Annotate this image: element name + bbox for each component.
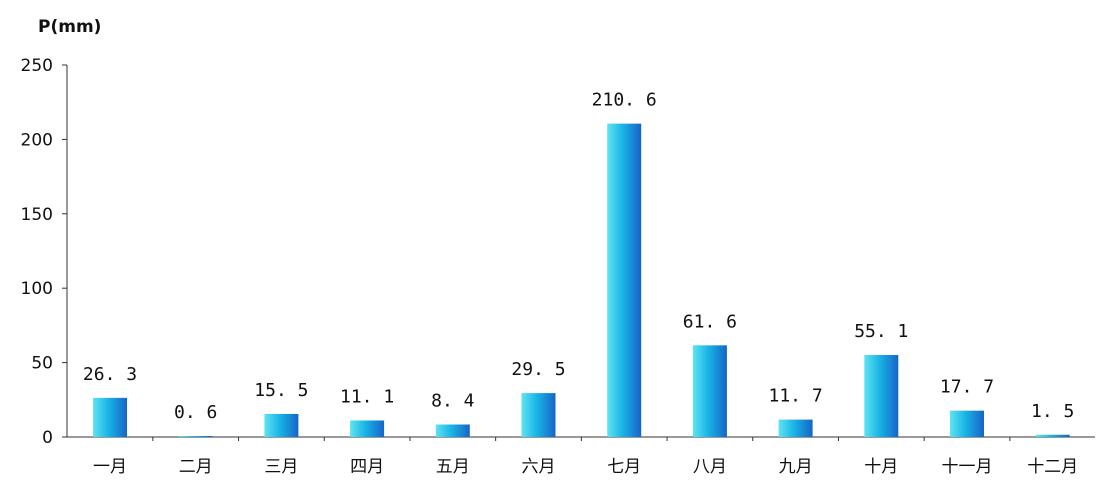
y-tick-label: 100	[21, 279, 53, 299]
axes: 0 50 100 150 200 250	[21, 56, 1095, 448]
category-label: 七月	[607, 457, 641, 477]
bar	[864, 355, 899, 437]
data-label: 11. 1	[340, 386, 394, 407]
data-label: 11. 7	[769, 386, 823, 407]
data-labels: 26. 3 0. 6 15. 5 11. 1 8. 4 29. 5 210. 6 61. 6 1…	[83, 90, 1074, 423]
category-label: 十一月	[942, 457, 993, 477]
category-label: 十二月	[1027, 457, 1078, 477]
bar	[607, 123, 642, 437]
category-label: 一月	[93, 457, 127, 477]
bar	[350, 420, 385, 437]
bar	[778, 419, 813, 437]
category-label: 九月	[779, 457, 813, 477]
bar	[1035, 434, 1070, 437]
y-tick-label: 0	[42, 428, 53, 448]
category-label: 八月	[693, 457, 727, 477]
data-label: 1. 5	[1031, 401, 1074, 422]
category-label: 三月	[264, 457, 298, 477]
data-label: 210. 6	[592, 90, 657, 111]
bars	[93, 123, 1070, 437]
y-tick-label: 200	[21, 130, 53, 150]
data-label: 26. 3	[83, 364, 137, 385]
bar	[93, 397, 127, 437]
y-tick-label: 50	[31, 354, 53, 374]
bar	[950, 410, 984, 437]
data-label: 17. 7	[940, 377, 994, 398]
category-label: 五月	[436, 457, 470, 477]
bar	[521, 393, 556, 437]
data-label: 15. 5	[254, 380, 308, 401]
bar	[435, 424, 470, 437]
bar	[692, 345, 727, 437]
category-labels: 一月 二月 三月 四月 五月 六月 七月 八月 九月 十月 十一月 十二月	[93, 457, 1078, 477]
y-tick-label: 250	[21, 56, 53, 76]
data-label: 55. 1	[854, 321, 908, 342]
category-label: 二月	[179, 457, 213, 477]
bar	[264, 413, 299, 437]
data-label: 61. 6	[683, 311, 737, 332]
category-label: 十月	[864, 457, 898, 477]
data-label: 29. 5	[511, 359, 565, 380]
y-tick-label: 150	[21, 205, 53, 225]
data-label: 8. 4	[431, 391, 474, 412]
y-axis-label: P(mm)	[38, 17, 101, 37]
data-label: 0. 6	[174, 402, 217, 423]
bar	[178, 436, 213, 437]
category-label: 六月	[522, 457, 556, 477]
category-label: 四月	[350, 457, 384, 477]
